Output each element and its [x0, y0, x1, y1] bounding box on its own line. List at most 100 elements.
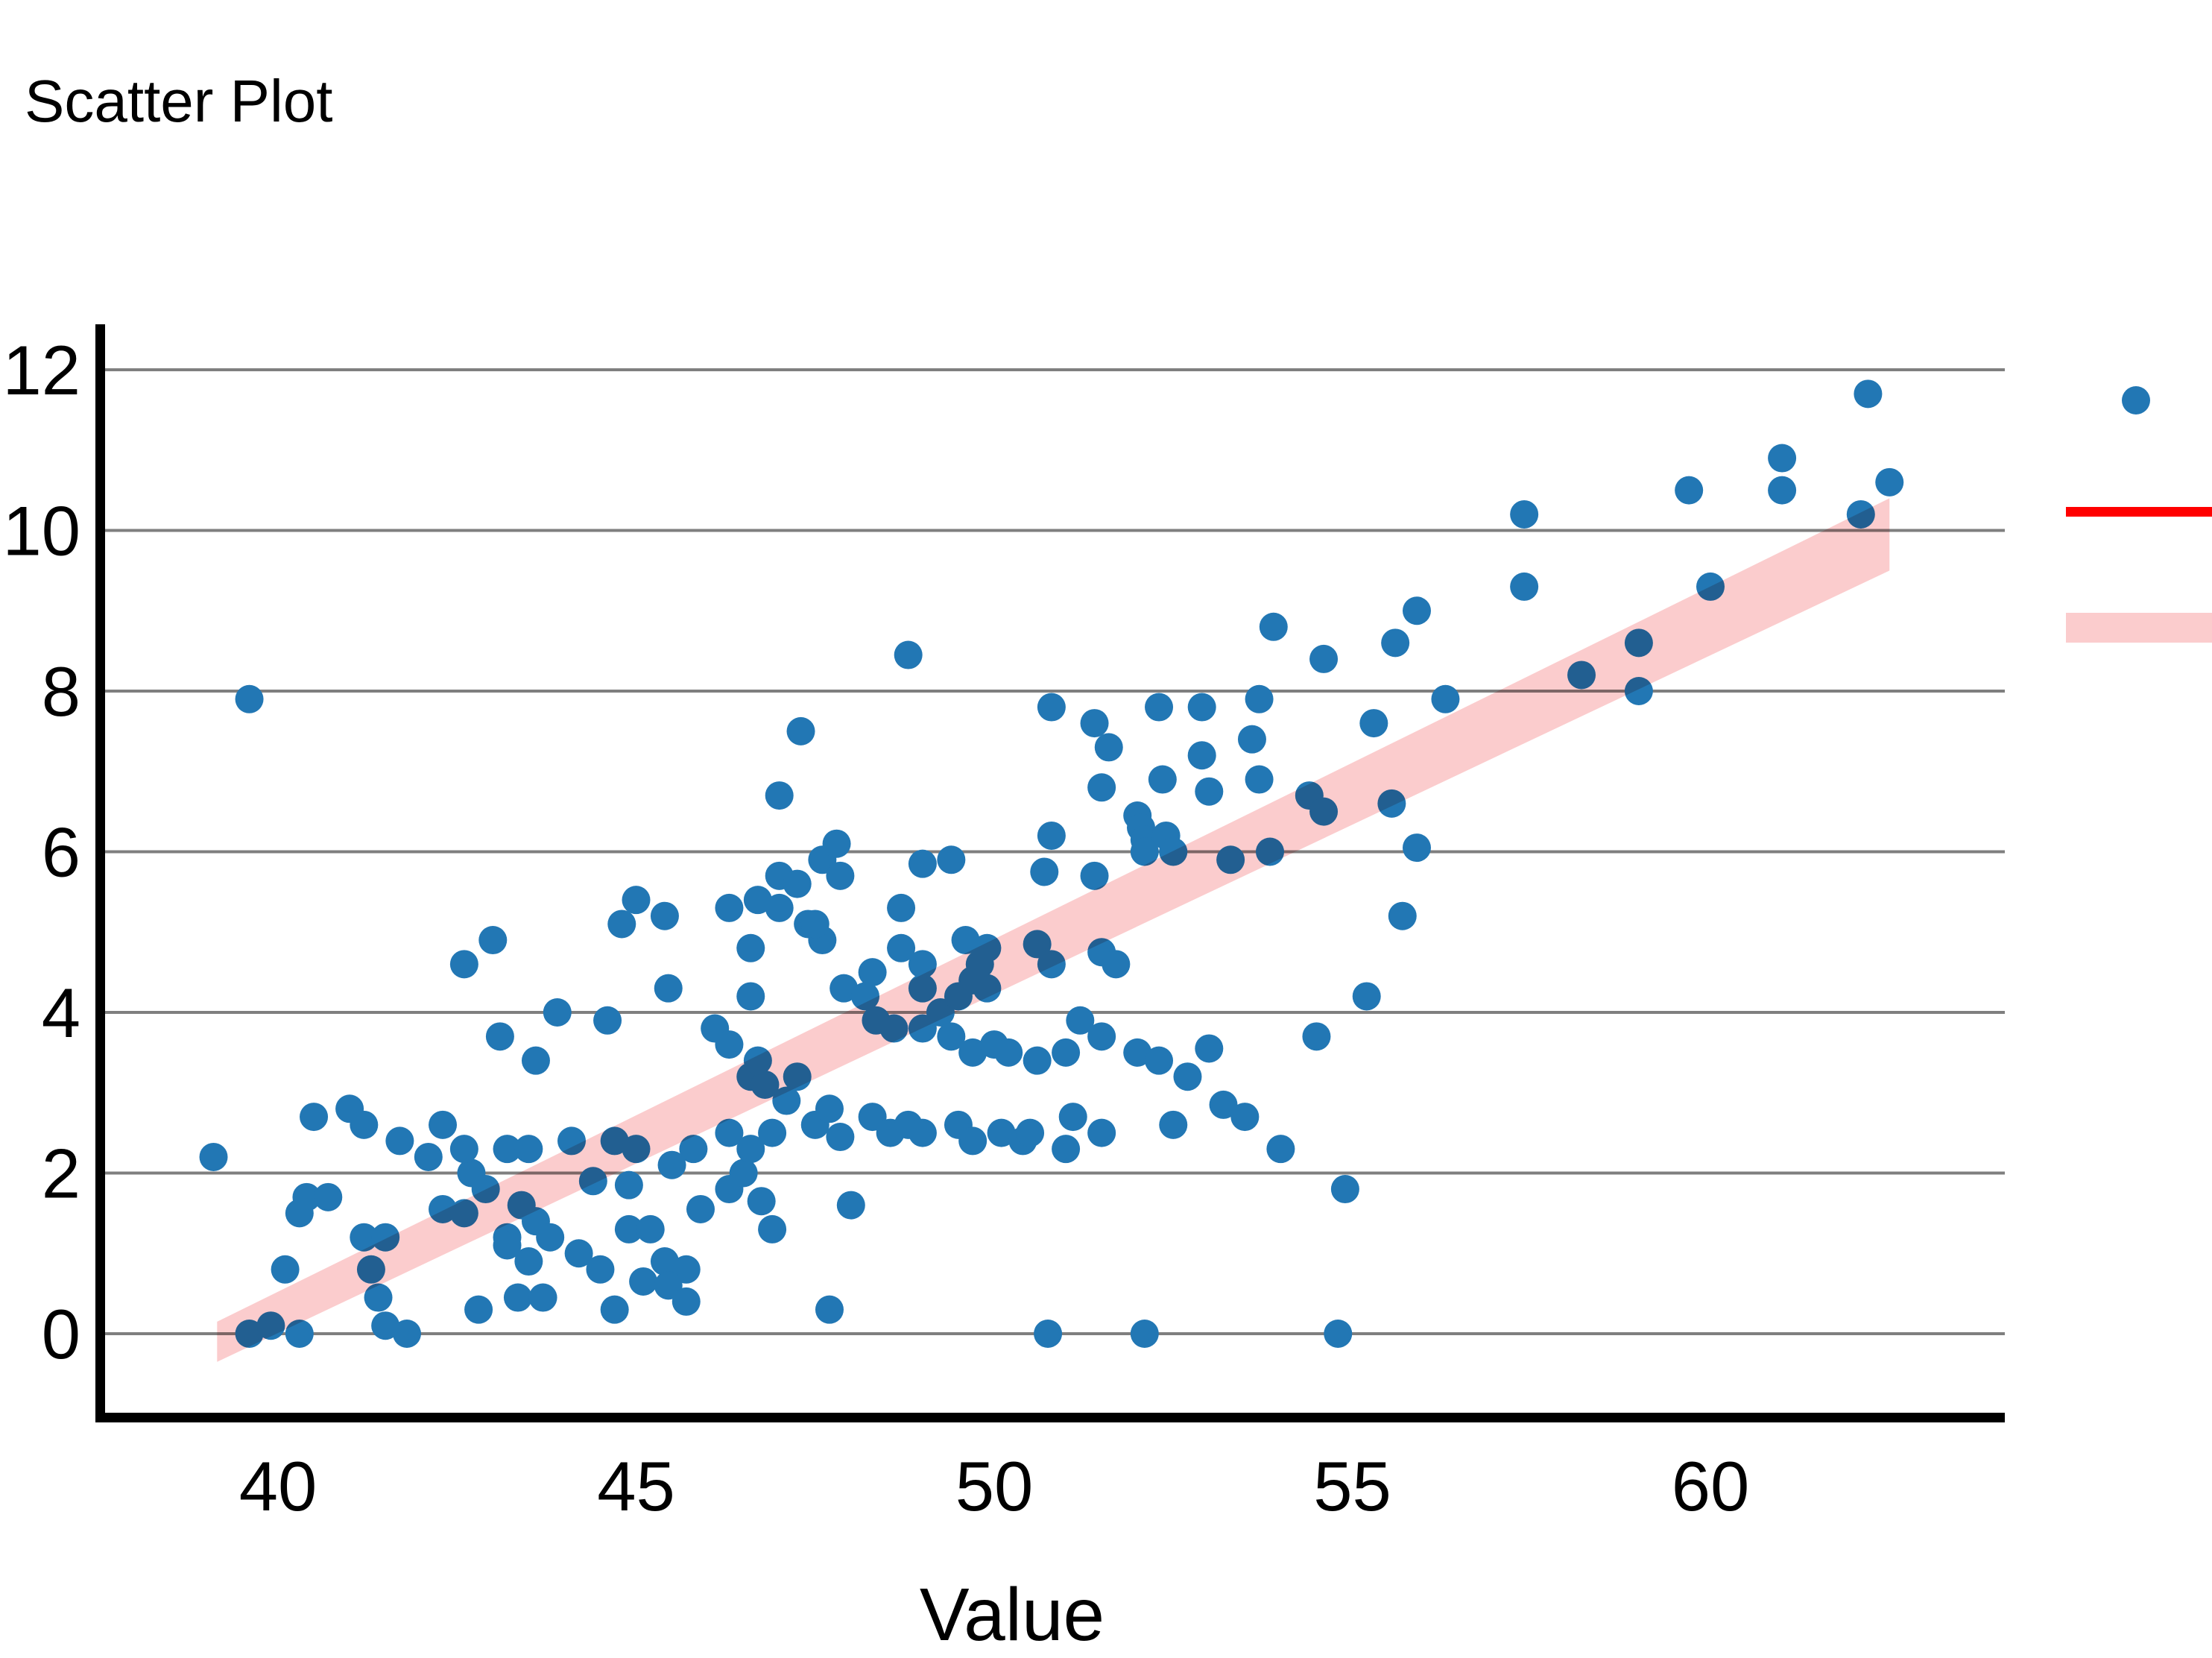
scatter-point	[654, 974, 683, 1003]
scatter-point	[1148, 765, 1177, 794]
scatter-point	[1266, 1135, 1295, 1164]
scatter-point	[1016, 1118, 1045, 1147]
scatter-point	[385, 1126, 414, 1156]
scatter-point	[650, 1247, 679, 1276]
scatter-point	[1381, 628, 1410, 658]
scatter-point	[686, 1194, 715, 1223]
y-axis-spine	[95, 324, 105, 1422]
scatter-points-group	[199, 379, 1904, 1348]
scatter-point	[994, 1038, 1023, 1067]
scatter-point	[1195, 777, 1224, 806]
scatter-point	[1302, 1022, 1331, 1051]
y-tick-label-10: 10	[2, 492, 80, 570]
y-tick-label-12: 12	[2, 331, 80, 409]
scatter-point	[887, 893, 916, 922]
scatter-point	[1094, 733, 1123, 762]
scatter-point	[736, 982, 765, 1011]
chart-title: Scatter Plot	[25, 68, 333, 134]
legend-group	[2066, 386, 2212, 643]
scatter-point	[715, 1118, 744, 1147]
scatter-point	[199, 1142, 228, 1171]
scatter-point	[1237, 725, 1266, 754]
scatter-point	[715, 1030, 744, 1059]
scatter-point	[593, 1006, 622, 1035]
scatter-point	[414, 1142, 443, 1171]
scatter-point	[765, 893, 794, 922]
scatter-point	[314, 1182, 343, 1211]
scatter-point	[1245, 684, 1274, 713]
x-tick-label-40: 40	[239, 1447, 317, 1525]
scatter-point	[478, 926, 508, 955]
scatter-point	[987, 1118, 1016, 1147]
scatter-point	[528, 1283, 557, 1312]
scatter-point	[887, 933, 916, 962]
y-tick-label-2: 2	[42, 1135, 80, 1213]
scatter-point	[1854, 379, 1883, 409]
scatter-point	[586, 1255, 615, 1284]
trend-band	[217, 498, 1890, 1362]
scatter-point	[894, 640, 923, 669]
scatter-point	[271, 1255, 300, 1284]
scatter-point	[1037, 821, 1066, 850]
scatter-point	[292, 1182, 321, 1211]
scatter-point	[1875, 467, 1904, 497]
scatter-point	[364, 1283, 393, 1312]
x-tick-label-55: 55	[1313, 1447, 1391, 1525]
scatter-point	[679, 1135, 708, 1164]
scatter-point	[765, 781, 794, 810]
scatter-point	[1402, 833, 1431, 863]
scatter-point	[1023, 1046, 1052, 1075]
scatter-point	[564, 1239, 593, 1268]
scatter-point	[1675, 476, 1704, 505]
scatter-point	[1330, 1175, 1359, 1204]
scatter-point	[449, 950, 478, 979]
scatter-point	[908, 849, 937, 878]
scatter-point	[1066, 1006, 1095, 1035]
scatter-point	[758, 1118, 787, 1147]
scatter-point	[958, 1038, 987, 1067]
scatter-point	[1087, 1022, 1116, 1051]
tick-labels-group: 0 2 4 6 8 10 12 40 45 50 55 60	[2, 331, 1749, 1525]
scatter-point	[1510, 572, 1539, 601]
scatter-point	[783, 869, 812, 898]
scatter-point	[715, 893, 744, 922]
x-tick-label-45: 45	[597, 1447, 675, 1525]
scatter-point	[1145, 693, 1174, 722]
scatter-point	[937, 1022, 966, 1051]
scatter-point	[622, 886, 651, 915]
scatter-point	[1087, 1118, 1116, 1147]
scatter-point	[858, 958, 887, 987]
x-tick-label-60: 60	[1672, 1447, 1750, 1525]
x-axis-spine	[95, 1413, 2005, 1422]
scatter-point	[1259, 612, 1288, 641]
y-tick-label-4: 4	[42, 974, 80, 1052]
scatter-point	[1309, 644, 1339, 673]
y-tick-label-8: 8	[42, 652, 80, 731]
scatter-point	[485, 1022, 514, 1051]
scatter-point	[650, 901, 679, 930]
scatter-point	[729, 1159, 758, 1188]
scatter-point	[1195, 1034, 1224, 1063]
scatter-point	[614, 1214, 643, 1244]
scatter-point	[1359, 709, 1388, 738]
scatter-point	[1352, 982, 1381, 1011]
legend-scatter-marker	[2122, 386, 2150, 414]
legend-trend-line-marker	[2066, 507, 2212, 517]
scatter-point	[743, 886, 772, 915]
scatter-point	[629, 1267, 658, 1296]
scatter-point	[1102, 950, 1131, 979]
scatter-point	[736, 933, 765, 962]
scatter-point	[1145, 1046, 1174, 1075]
scatter-point	[392, 1320, 421, 1348]
scatter-point	[1123, 1038, 1152, 1067]
scatter-point	[836, 1191, 865, 1220]
scatter-point	[1768, 444, 1797, 473]
scatter-point	[958, 1126, 987, 1156]
scatter-point	[514, 1135, 543, 1164]
scatter-point	[1402, 596, 1431, 625]
y-tick-label-0: 0	[42, 1295, 80, 1373]
scatter-point	[536, 1223, 565, 1252]
scatter-point	[1768, 476, 1797, 505]
scatter-point	[815, 1295, 844, 1324]
